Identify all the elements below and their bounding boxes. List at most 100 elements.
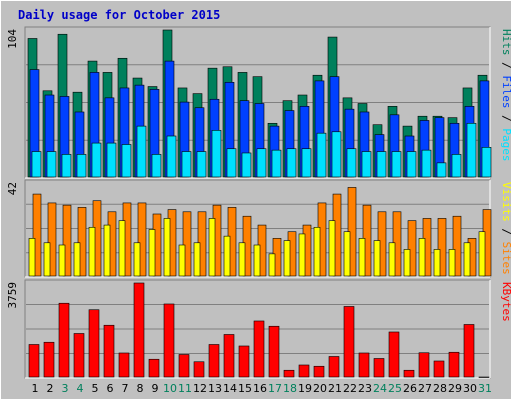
bar-kbytes-day-28 bbox=[433, 360, 445, 378]
bar-kbytes-day-22 bbox=[343, 306, 355, 378]
bar-pages-day-2 bbox=[46, 151, 57, 178]
bar-pages-day-23 bbox=[361, 151, 372, 178]
bar-pages-day-5 bbox=[91, 142, 102, 178]
bar-pages-day-29 bbox=[451, 154, 462, 178]
bar-kbytes-day-10 bbox=[163, 303, 175, 378]
bar-visits-day-16 bbox=[253, 244, 261, 277]
x-tick-label-day-19: 19 bbox=[298, 382, 312, 395]
x-tick-label-day-4: 4 bbox=[77, 382, 84, 395]
x-tick-label-day-29: 29 bbox=[448, 382, 462, 395]
legend-kbytes: KBytes bbox=[500, 282, 512, 322]
bar-visits-day-25 bbox=[388, 242, 396, 277]
bar-visits-day-6 bbox=[103, 224, 111, 277]
bar-kbytes-day-20 bbox=[313, 365, 325, 378]
scale-label-middle: 42 bbox=[6, 182, 19, 195]
bar-kbytes-day-29 bbox=[448, 351, 460, 378]
x-tick-label-day-22: 22 bbox=[343, 382, 357, 395]
bar-visits-day-11 bbox=[178, 244, 186, 277]
bar-pages-day-8 bbox=[136, 125, 147, 178]
bar-pages-day-24 bbox=[376, 151, 387, 178]
x-tick-label-day-14: 14 bbox=[223, 382, 237, 395]
bar-visits-day-5 bbox=[88, 226, 96, 277]
bar-visits-day-30 bbox=[463, 242, 471, 277]
bar-kbytes-day-5 bbox=[88, 309, 100, 378]
bar-kbytes-day-21 bbox=[328, 356, 340, 378]
bar-kbytes-day-3 bbox=[58, 302, 70, 378]
bar-sites-day-2 bbox=[47, 202, 57, 277]
x-tick-label-day-9: 9 bbox=[152, 382, 159, 395]
bar-visits-day-21 bbox=[328, 220, 336, 277]
bar-kbytes-day-19 bbox=[298, 364, 310, 378]
bar-pages-day-9 bbox=[151, 154, 162, 178]
bar-pages-day-13 bbox=[211, 130, 222, 178]
x-tick-label-day-11: 11 bbox=[178, 382, 192, 395]
x-tick-label-day-7: 7 bbox=[122, 382, 129, 395]
bar-visits-day-8 bbox=[133, 242, 141, 277]
bar-visits-day-13 bbox=[208, 218, 216, 277]
bar-kbytes-day-14 bbox=[223, 334, 235, 378]
bar-visits-day-10 bbox=[163, 218, 171, 277]
bar-pages-day-12 bbox=[196, 151, 207, 178]
x-tick-label-day-30: 30 bbox=[463, 382, 477, 395]
bar-visits-day-1 bbox=[28, 238, 36, 277]
bar-kbytes-day-17 bbox=[268, 325, 280, 378]
bar-visits-day-19 bbox=[298, 233, 306, 277]
bar-kbytes-day-8 bbox=[133, 282, 145, 378]
x-tick-label-day-26: 26 bbox=[403, 382, 417, 395]
bar-pages-day-21 bbox=[331, 131, 342, 178]
x-tick-label-day-20: 20 bbox=[313, 382, 327, 395]
bar-kbytes-day-1 bbox=[28, 344, 40, 378]
scale-label-bottom: 3759 bbox=[6, 282, 19, 309]
bar-kbytes-day-11 bbox=[178, 354, 190, 378]
x-tick-label-day-1: 1 bbox=[32, 382, 39, 395]
chart-title: Daily usage for October 2015 bbox=[18, 8, 220, 22]
bar-visits-day-23 bbox=[358, 238, 366, 277]
x-tick-label-day-13: 13 bbox=[208, 382, 222, 395]
legend-hits: Hits bbox=[500, 29, 512, 56]
bar-kbytes-day-2 bbox=[43, 341, 55, 378]
bar-visits-day-14 bbox=[223, 235, 231, 277]
bar-kbytes-day-23 bbox=[358, 352, 370, 378]
x-tick-label-day-24: 24 bbox=[373, 382, 387, 395]
legend-separator: / bbox=[500, 56, 512, 76]
side-legend-bottom: KBytes bbox=[500, 282, 512, 322]
side-legend-middle: Visits / Sites bbox=[500, 182, 512, 275]
x-tick-label-day-12: 12 bbox=[193, 382, 207, 395]
x-tick-label-day-2: 2 bbox=[47, 382, 54, 395]
x-tick-label-day-31: 31 bbox=[478, 382, 492, 395]
bar-pages-day-7 bbox=[121, 144, 132, 178]
bar-pages-day-19 bbox=[301, 148, 312, 178]
bar-visits-day-7 bbox=[118, 220, 126, 277]
bar-kbytes-day-26 bbox=[403, 369, 415, 378]
bar-kbytes-day-27 bbox=[418, 352, 430, 378]
bar-kbytes-day-4 bbox=[73, 333, 85, 378]
bar-pages-day-25 bbox=[391, 151, 402, 178]
legend-visits: Visits bbox=[500, 182, 512, 222]
x-tick-label-day-28: 28 bbox=[433, 382, 447, 395]
bar-pages-day-16 bbox=[256, 148, 267, 178]
bar-kbytes-day-7 bbox=[118, 352, 130, 378]
bar-pages-day-14 bbox=[226, 148, 237, 178]
bar-visits-day-26 bbox=[403, 249, 411, 277]
x-tick-label-day-10: 10 bbox=[163, 382, 177, 395]
bar-visits-day-22 bbox=[343, 231, 351, 277]
bar-visits-day-24 bbox=[373, 240, 381, 277]
legend-separator: / bbox=[500, 222, 512, 242]
x-tick-label-day-8: 8 bbox=[137, 382, 144, 395]
bar-pages-day-3 bbox=[61, 154, 72, 178]
bar-pages-day-26 bbox=[406, 151, 417, 178]
x-tick-label-day-6: 6 bbox=[107, 382, 114, 395]
side-legend-top: Hits / Files / Pages bbox=[500, 29, 512, 162]
bar-visits-day-17 bbox=[268, 253, 276, 277]
bar-kbytes-day-31 bbox=[478, 376, 490, 378]
bar-visits-day-3 bbox=[58, 244, 66, 277]
bar-pages-day-22 bbox=[346, 148, 357, 178]
bar-sites-day-1 bbox=[32, 193, 42, 277]
bar-kbytes-day-13 bbox=[208, 344, 220, 378]
legend-files: Files bbox=[500, 75, 512, 108]
bar-kbytes-day-9 bbox=[148, 358, 160, 378]
x-tick-label-day-27: 27 bbox=[418, 382, 432, 395]
bar-sites-day-8 bbox=[137, 202, 147, 277]
